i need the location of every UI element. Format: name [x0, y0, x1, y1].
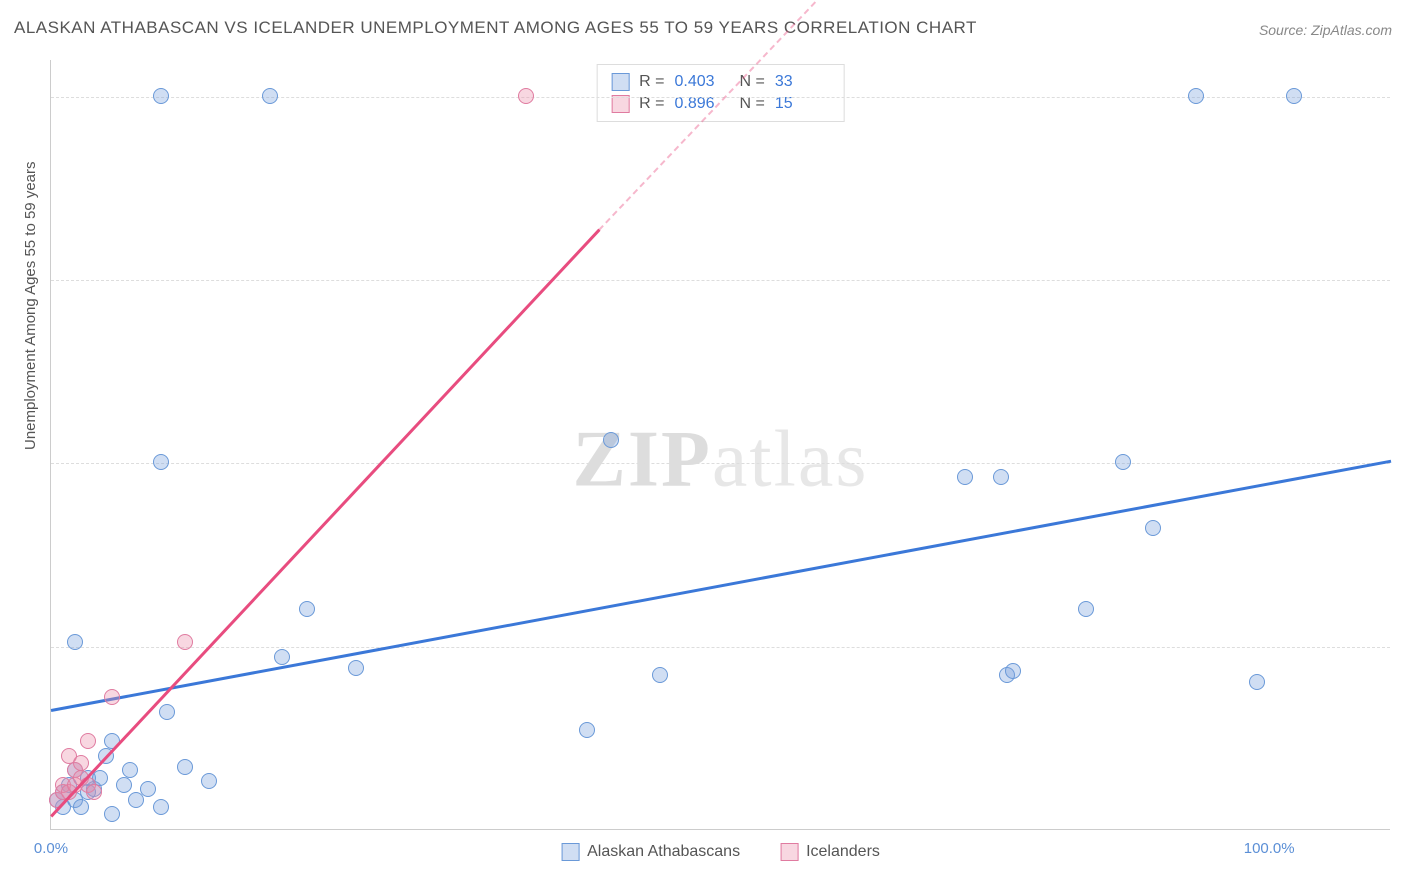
- legend-item: Icelanders: [780, 843, 880, 861]
- y-tick-label: 50.0%: [1400, 455, 1406, 472]
- r-value: 0.896: [675, 95, 730, 113]
- r-label: R =: [639, 73, 664, 91]
- legend-label: Alaskan Athabascans: [587, 843, 740, 860]
- legend-swatch: [611, 73, 629, 91]
- gridline: [51, 647, 1390, 648]
- data-point: [201, 773, 217, 789]
- data-point: [116, 777, 132, 793]
- n-value: 15: [775, 95, 830, 113]
- data-point: [1145, 520, 1161, 536]
- data-point: [73, 799, 89, 815]
- legend-stat-row: R =0.403N =33: [611, 71, 830, 93]
- legend-label: Icelanders: [806, 843, 880, 860]
- n-value: 33: [775, 73, 830, 91]
- data-point: [262, 88, 278, 104]
- legend-swatch: [611, 95, 629, 113]
- data-point: [1078, 601, 1094, 617]
- data-point: [153, 454, 169, 470]
- data-point: [299, 601, 315, 617]
- data-point: [122, 762, 138, 778]
- data-point: [348, 660, 364, 676]
- data-point: [993, 469, 1009, 485]
- data-point: [73, 755, 89, 771]
- watermark: ZIPatlas: [573, 414, 869, 505]
- data-point: [603, 432, 619, 448]
- data-point: [177, 759, 193, 775]
- data-point: [104, 689, 120, 705]
- watermark-rest: atlas: [712, 415, 869, 503]
- data-point: [1249, 674, 1265, 690]
- data-point: [80, 733, 96, 749]
- chart-container: ALASKAN ATHABASCAN VS ICELANDER UNEMPLOY…: [0, 0, 1406, 892]
- data-point: [518, 88, 534, 104]
- data-point: [67, 634, 83, 650]
- data-point: [652, 667, 668, 683]
- r-label: R =: [639, 95, 664, 113]
- data-point: [1286, 88, 1302, 104]
- x-tick-label: 0.0%: [34, 840, 68, 857]
- data-point: [274, 649, 290, 665]
- data-point: [177, 634, 193, 650]
- legend-swatch: [780, 843, 798, 861]
- trend-line: [50, 229, 600, 817]
- data-point: [579, 722, 595, 738]
- y-tick-label: 100.0%: [1400, 88, 1406, 105]
- data-point: [153, 88, 169, 104]
- legend-series: Alaskan Athabascans Icelanders: [561, 843, 880, 861]
- gridline: [51, 463, 1390, 464]
- legend-item: Alaskan Athabascans: [561, 843, 740, 861]
- legend-swatch: [561, 843, 579, 861]
- gridline: [51, 280, 1390, 281]
- data-point: [159, 704, 175, 720]
- chart-title: ALASKAN ATHABASCAN VS ICELANDER UNEMPLOY…: [14, 18, 977, 38]
- data-point: [1005, 663, 1021, 679]
- data-point: [153, 799, 169, 815]
- watermark-bold: ZIP: [573, 415, 712, 503]
- r-value: 0.403: [675, 73, 730, 91]
- data-point: [104, 806, 120, 822]
- n-label: N =: [740, 95, 765, 113]
- chart-source: Source: ZipAtlas.com: [1259, 22, 1392, 38]
- y-axis-label: Unemployment Among Ages 55 to 59 years: [22, 161, 39, 450]
- data-point: [957, 469, 973, 485]
- trend-line: [51, 460, 1391, 712]
- data-point: [1115, 454, 1131, 470]
- y-tick-label: 75.0%: [1400, 272, 1406, 289]
- data-point: [140, 781, 156, 797]
- plot-area: ZIPatlas R =0.403N =33R =0.896N =15 Alas…: [50, 60, 1390, 830]
- y-tick-label: 25.0%: [1400, 638, 1406, 655]
- data-point: [86, 784, 102, 800]
- x-tick-label: 100.0%: [1244, 840, 1295, 857]
- data-point: [1188, 88, 1204, 104]
- legend-stats: R =0.403N =33R =0.896N =15: [596, 64, 845, 122]
